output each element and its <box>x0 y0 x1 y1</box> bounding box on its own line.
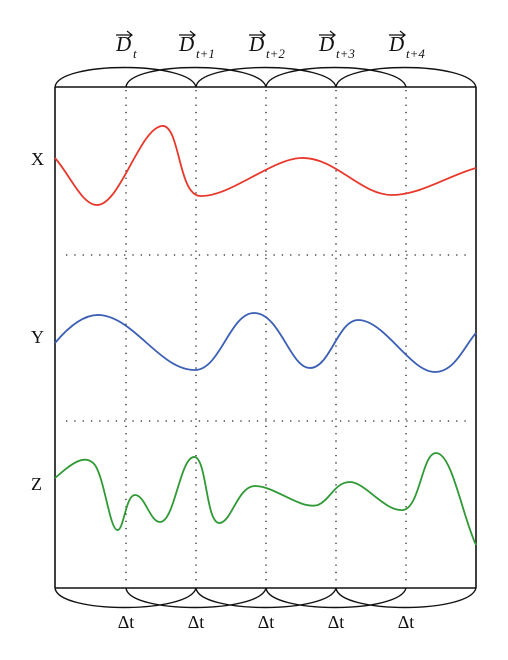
x-signal-curve <box>54 125 477 206</box>
window-subscript: t+4 <box>406 46 425 61</box>
window-symbol: D <box>115 32 131 56</box>
delta-t-label: Δt <box>118 612 135 632</box>
step-gridlines <box>125 90 407 586</box>
y-signal-curve <box>54 312 477 373</box>
window-arc-bottom-2 <box>125 587 267 609</box>
vector-arrow-icon <box>389 30 406 40</box>
window-arc-top-3 <box>195 66 337 88</box>
channel-separators <box>66 254 470 422</box>
delta-t-label: Δt <box>328 612 345 632</box>
window-subscript: t <box>133 46 137 61</box>
window-symbol: D <box>248 32 264 56</box>
window-arcs-bottom <box>54 587 477 609</box>
window-symbol: D <box>318 32 334 56</box>
window-arc-bottom-1 <box>54 587 197 609</box>
delta-t-label: Δt <box>398 612 415 632</box>
vector-arrow-icon <box>249 30 266 40</box>
window-arc-top-4 <box>265 66 407 88</box>
window-label-3: D t+2 <box>248 30 285 61</box>
window-subscript: t+2 <box>266 46 285 61</box>
window-arc-bottom-3 <box>195 587 337 609</box>
window-label-4: D t+3 <box>318 30 355 61</box>
window-arc-bottom-4 <box>265 587 407 609</box>
window-label-5: D t+4 <box>388 30 425 61</box>
window-symbol: D <box>178 32 194 56</box>
y-axis-label: Y <box>31 327 44 347</box>
window-subscript: t+1 <box>196 46 215 61</box>
window-label-1: D t <box>115 30 137 61</box>
vector-arrow-icon <box>116 30 133 40</box>
vector-arrow-icon <box>319 30 336 40</box>
delta-t-label: Δt <box>258 612 275 632</box>
window-arc-bottom-5 <box>335 587 477 609</box>
window-symbol: D <box>388 32 404 56</box>
window-arcs-top <box>54 66 477 88</box>
z-axis-label: Z <box>31 474 42 494</box>
window-arc-top-1 <box>54 66 197 88</box>
x-axis-label: X <box>31 149 44 169</box>
window-subscript: t+3 <box>336 46 355 61</box>
window-arc-top-2 <box>125 66 267 88</box>
window-arc-top-5 <box>335 66 477 88</box>
window-label-2: D t+1 <box>178 30 215 61</box>
vector-arrow-icon <box>179 30 196 40</box>
frame <box>54 86 477 589</box>
delta-t-label: Δt <box>188 612 205 632</box>
z-signal-curve <box>54 452 477 546</box>
